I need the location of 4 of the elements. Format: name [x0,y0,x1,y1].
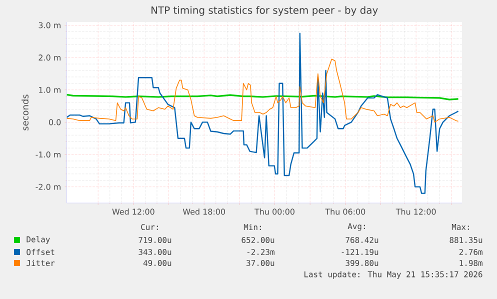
y-axis-title: seconds [22,94,28,130]
line-series [66,58,459,123]
chart-title: NTP timing statistics for system peer - by day [152,6,378,16]
line-series [66,32,459,194]
